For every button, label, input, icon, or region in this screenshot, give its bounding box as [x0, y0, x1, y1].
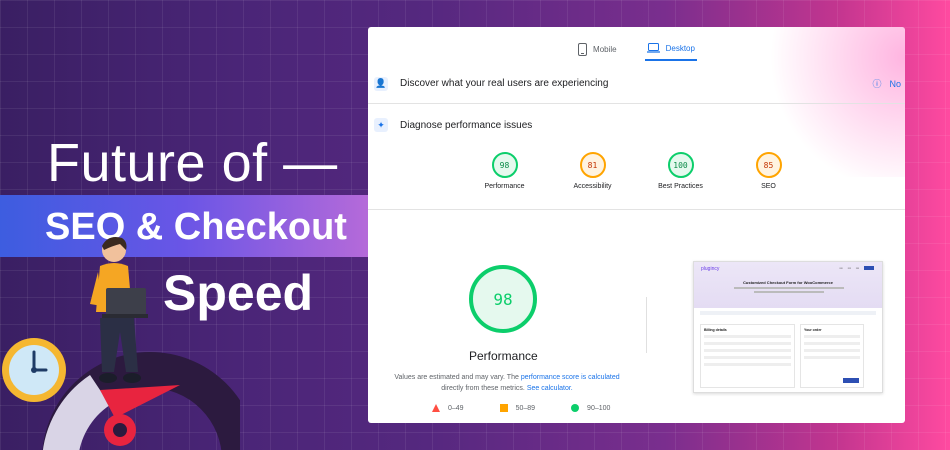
score-description: Values are estimated and may vary. The p… [392, 372, 622, 394]
headline-line-3: Speed [163, 265, 314, 321]
description-text-2: directly from these metrics. [441, 385, 527, 392]
thumbnail-billing-form: Billing details [700, 324, 795, 388]
score-best-practices[interactable]: 100 Best Practices [651, 152, 711, 208]
score-label: SEO [761, 183, 776, 190]
vertical-divider [646, 297, 647, 353]
tab-mobile-label: Mobile [593, 44, 617, 54]
score-value: 100 [673, 160, 688, 170]
score-value: 81 [587, 160, 598, 170]
thumbnail-place-order-button [843, 378, 859, 383]
thumbnail-nav: ▪▪▪ ▪▪▪ ▪▪▪ [839, 266, 874, 270]
diagnose-text: Diagnose performance issues [400, 119, 533, 131]
headline-line-2: SEO & Checkout [45, 206, 347, 248]
clock-icon [2, 338, 66, 402]
discover-text: Discover what your real users are experi… [400, 78, 609, 89]
thumbnail-body: Billing details Your order [694, 308, 882, 388]
person-with-laptop-icon [90, 237, 148, 383]
section-divider [368, 209, 905, 210]
see-calculator-link[interactable]: See calculator. [526, 385, 573, 392]
score-legend: 0–49 50–89 90–100 [432, 404, 610, 412]
tab-desktop-label: Desktop [665, 43, 695, 53]
thumbnail-notice [700, 311, 876, 315]
score-seo[interactable]: 85 SEO [739, 152, 799, 208]
score-label: Accessibility [573, 183, 612, 190]
legend-range: 50–89 [515, 404, 536, 412]
pagespeed-report-panel: Mobile Desktop 👤 Discover what your real… [368, 27, 905, 423]
speedometer-icon [42, 352, 240, 450]
discover-right[interactable]: ⓘ No [872, 77, 901, 90]
laptop-icon [646, 43, 660, 53]
score-gauge: 81 [579, 152, 606, 178]
legend-average: 50–89 [499, 404, 536, 412]
tab-mobile[interactable]: Mobile [576, 37, 619, 61]
score-gauge: 98 [491, 152, 518, 178]
main-score-gauge: 98 [469, 265, 537, 333]
thumbnail-subtitle-line [754, 291, 824, 293]
triangle-icon [432, 404, 440, 412]
score-accessibility[interactable]: 81 Accessibility [563, 152, 623, 208]
legend-poor: 0–49 [432, 404, 464, 412]
score-label: Performance [484, 183, 525, 190]
score-value: 98 [499, 160, 510, 170]
main-score-label: Performance [469, 349, 538, 363]
thumbnail-order-box: Your order [800, 324, 864, 388]
headline-band [0, 195, 368, 257]
score-gauge: 100 [667, 152, 694, 178]
legend-range: 90–100 [587, 404, 611, 412]
description-text-1: Values are estimated and may vary. The [394, 374, 521, 381]
thumbnail-title: Customized Checkout Form for WooCommerce [743, 280, 833, 285]
diagnose-section[interactable]: ✦ Diagnose performance issues [368, 105, 905, 145]
thumbnail-logo: plugincy [701, 266, 720, 272]
score-label: Best Practices [658, 183, 703, 190]
people-icon: 👤 [374, 76, 388, 91]
circle-icon [571, 404, 580, 412]
score-calculation-link[interactable]: performance score is calculated [520, 374, 620, 381]
score-performance[interactable]: 98 Performance [475, 152, 535, 208]
wrench-icon: ✦ [374, 118, 388, 132]
page-screenshot-thumbnail[interactable]: plugincy ▪▪▪ ▪▪▪ ▪▪▪ Customized Checkout F… [693, 261, 883, 393]
score-value: 85 [763, 160, 774, 170]
thumbnail-hero: plugincy ▪▪▪ ▪▪▪ ▪▪▪ Customized Checkout F… [694, 262, 882, 308]
main-score-value: 98 [493, 289, 513, 309]
category-scores: 98 Performance 81 Accessibility 100 Best… [368, 152, 905, 208]
thumbnail-order-heading: Your order [804, 328, 822, 332]
thumbnail-subtitle-line [734, 287, 844, 289]
thumbnail-form-heading: Billing details [704, 328, 727, 332]
headline-line-1: Future of — [47, 133, 338, 193]
device-tabs: Mobile Desktop [368, 37, 905, 63]
phone-icon [578, 42, 588, 56]
tab-desktop[interactable]: Desktop [644, 37, 697, 61]
score-gauge: 85 [755, 152, 782, 178]
legend-good: 90–100 [571, 404, 610, 412]
legend-range: 0–49 [448, 404, 464, 412]
info-icon: ⓘ [872, 79, 882, 89]
square-icon [499, 404, 508, 412]
discover-section[interactable]: 👤 Discover what your real users are expe… [368, 64, 905, 104]
discover-right-text: No [889, 78, 901, 89]
